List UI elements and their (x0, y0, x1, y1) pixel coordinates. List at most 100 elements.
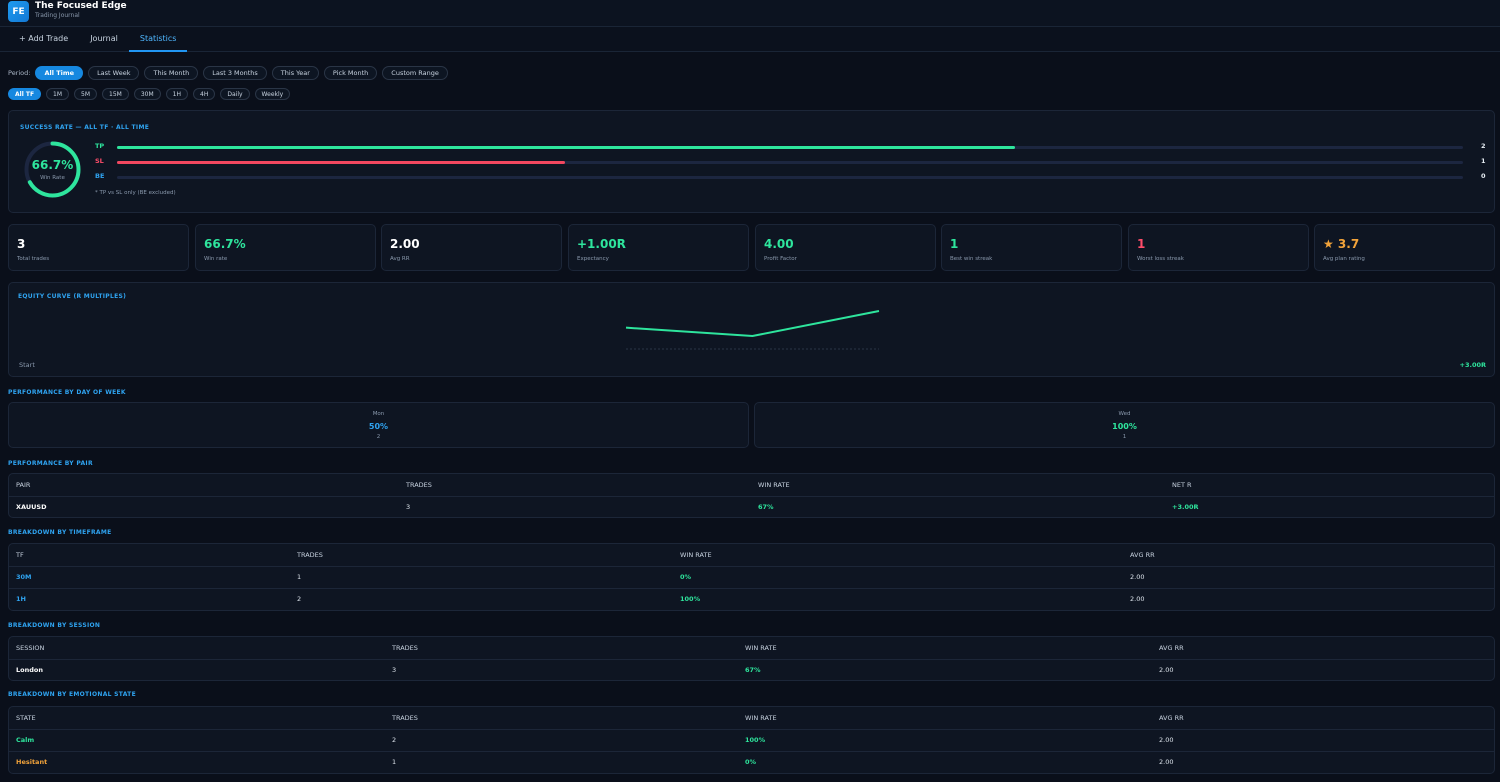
cell-win-rate: 67% (745, 666, 761, 675)
kpi-label: Best win streak (950, 256, 993, 262)
kpi-value: 1 (950, 237, 959, 251)
tf-weekly[interactable]: Weekly (254, 88, 291, 100)
session-table: SESSION TRADES WIN RATE AVG RR London 3 … (8, 636, 1495, 681)
equity-curve-card: EQUITY CURVE (R MULTIPLES) Start +3.00R (8, 282, 1495, 377)
col-header: STATE (9, 707, 385, 730)
period-this-year[interactable]: This Year (271, 66, 319, 80)
kpi-value: 66.7% (204, 237, 246, 251)
table-row[interactable]: 1H 2 100% 2.00 (9, 588, 1494, 610)
be-count: 0 (1481, 172, 1486, 180)
col-header: WIN RATE (738, 707, 1152, 730)
dow-card-mon: Mon 50% 2 (8, 402, 749, 448)
dow-day: Wed (1118, 411, 1131, 417)
tf-1m[interactable]: 1M (46, 88, 70, 100)
kpi-best-win-streak: 1 Best win streak (941, 224, 1122, 271)
kpi-label: Expectancy (577, 256, 609, 262)
kpi-label: Win rate (204, 256, 228, 262)
period-last-3-months[interactable]: Last 3 Months (203, 66, 267, 80)
table-header-row: STATE TRADES WIN RATE AVG RR (9, 707, 1494, 730)
kpi-profit-factor: 4.00 Profit Factor (755, 224, 936, 271)
col-header: AVG RR (1152, 637, 1494, 660)
pair-title: PERFORMANCE BY PAIR (8, 460, 93, 467)
success-rate-title: SUCCESS RATE — ALL TF · ALL TIME (20, 124, 150, 131)
tf-15m[interactable]: 15M (102, 88, 129, 100)
be-bar-track (117, 176, 1463, 179)
table-row[interactable]: Calm 2 100% 2.00 (9, 729, 1494, 752)
cell-trades: 3 (392, 666, 397, 675)
col-header: WIN RATE (751, 474, 1165, 497)
tf-30m[interactable]: 30M (133, 88, 161, 100)
tf-1h[interactable]: 1H (165, 88, 189, 100)
tab-journal[interactable]: Journal (90, 34, 118, 43)
kpi-label: Worst loss streak (1137, 256, 1184, 262)
cell-trades: 1 (392, 758, 397, 767)
table-row[interactable]: XAUUSD 3 67% +3.00R (9, 496, 1494, 517)
tf-4h[interactable]: 4H (193, 88, 216, 100)
col-header: AVG RR (1123, 544, 1494, 567)
col-header: TRADES (385, 637, 738, 660)
dow-rate: 50% (368, 422, 389, 431)
table-row[interactable]: 30M 1 0% 2.00 (9, 566, 1494, 589)
dow-rate: 100% (1112, 422, 1137, 431)
dow-count: 1 (1122, 434, 1127, 440)
tf-5m[interactable]: 5M (74, 88, 98, 100)
table-row[interactable]: Hesitant 1 0% 2.00 (9, 751, 1494, 773)
cell-avg-rr: 2.00 (1159, 758, 1174, 767)
dow-count: 2 (376, 434, 381, 440)
col-header: TRADES (385, 707, 738, 730)
period-this-month[interactable]: This Month (144, 66, 199, 80)
kpi-label: Profit Factor (764, 256, 797, 262)
period-last-week[interactable]: Last Week (88, 66, 140, 80)
cell-tf: 30M (9, 566, 290, 589)
tab-add-trade[interactable]: + Add Trade (19, 34, 69, 43)
period-custom-range[interactable]: Custom Range (382, 66, 448, 80)
tab-statistics[interactable]: Statistics (128, 27, 188, 52)
kpi-value: ★ 3.7 (1323, 237, 1360, 251)
sl-label: SL (95, 157, 104, 165)
app-logo: FE (8, 1, 29, 22)
timeframe-table: TF TRADES WIN RATE AVG RR 30M 1 0% 2.00 … (8, 543, 1495, 611)
period-pick-month[interactable]: Pick Month (323, 66, 378, 80)
period-all-time[interactable]: All Time (35, 66, 84, 80)
kpi-label: Avg plan rating (1323, 256, 1365, 262)
table-row[interactable]: London 3 67% 2.00 (9, 659, 1494, 680)
cell-avg-rr: 2.00 (1152, 729, 1494, 752)
tp-bar-fill (117, 146, 1015, 149)
col-header: TRADES (399, 474, 751, 497)
cell-tf: 1H (16, 595, 26, 604)
col-header: WIN RATE (673, 544, 1123, 567)
col-header: AVG RR (1152, 707, 1494, 730)
equity-start-label: Start (19, 361, 35, 369)
col-header: SESSION (9, 637, 385, 660)
win-rate-gauge: 66.7% Win Rate (22, 139, 83, 200)
tf-all[interactable]: All TF (8, 88, 42, 100)
cell-state: Calm (9, 729, 385, 752)
kpi-total-trades: 3 Total trades (8, 224, 189, 271)
win-rate-arc (24, 141, 81, 198)
equity-line (625, 310, 880, 338)
cell-net-r: +3.00R (1172, 503, 1199, 512)
kpi-label: Total trades (17, 256, 50, 262)
dow-card-wed: Wed 100% 1 (754, 402, 1495, 448)
tf-daily[interactable]: Daily (220, 88, 250, 100)
cell-win-rate: 0% (673, 566, 1123, 589)
cell-trades: 2 (385, 729, 738, 752)
col-header: TRADES (290, 544, 673, 567)
tp-label: TP (95, 142, 105, 150)
equity-curve-title: EQUITY CURVE (R MULTIPLES) (18, 293, 127, 300)
cell-trades: 1 (290, 566, 673, 589)
emotion-title: BREAKDOWN BY EMOTIONAL STATE (8, 691, 136, 698)
kpi-label: Avg RR (390, 256, 410, 262)
be-label: BE (95, 172, 105, 180)
table-header-row: SESSION TRADES WIN RATE AVG RR (9, 637, 1494, 660)
sl-bar-track (117, 161, 1463, 164)
kpi-expectancy: +1.00R Expectancy (568, 224, 749, 271)
kpi-avg-plan-rating: ★ 3.7 Avg plan rating (1314, 224, 1495, 271)
col-header: WIN RATE (738, 637, 1152, 660)
cell-session: London (16, 666, 43, 675)
kpi-value: 2.00 (390, 237, 420, 251)
cell-win-rate: 100% (680, 595, 701, 604)
col-header: TF (9, 544, 290, 567)
win-rate-value: 66.7% (31, 158, 74, 172)
cell-state: Hesitant (16, 758, 48, 767)
